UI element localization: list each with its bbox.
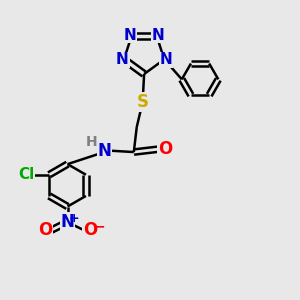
Text: N: N [124,28,136,43]
Text: N: N [61,213,74,231]
Text: N: N [152,28,164,43]
Text: O: O [158,140,172,158]
Text: Cl: Cl [18,167,34,182]
Text: N: N [116,52,129,68]
Text: S: S [136,93,148,111]
Text: −: − [93,220,105,234]
Text: O: O [38,221,52,239]
Text: O: O [83,221,98,239]
Text: N: N [159,52,172,68]
Text: N: N [98,142,111,160]
Text: H: H [86,135,98,149]
Text: +: + [69,212,79,225]
